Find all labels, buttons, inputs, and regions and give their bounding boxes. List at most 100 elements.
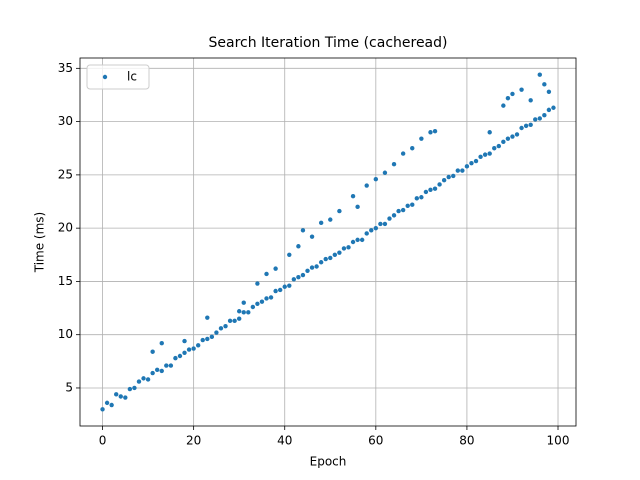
point: [177, 353, 183, 359]
point: [309, 234, 315, 239]
point: [195, 343, 201, 348]
point: [300, 228, 306, 233]
point: [382, 170, 388, 175]
point: [318, 220, 324, 226]
point: [387, 216, 392, 221]
point: [451, 173, 456, 179]
point: [164, 363, 169, 368]
y-tick-label: 15: [58, 274, 73, 288]
point: [396, 208, 401, 214]
legend-marker: [102, 74, 108, 80]
point: [441, 178, 447, 183]
y-tick-label: 20: [58, 221, 73, 235]
point: [478, 154, 483, 159]
point: [496, 143, 501, 149]
x-tick-label: 60: [368, 434, 383, 448]
point: [328, 255, 333, 261]
point: [419, 136, 424, 141]
point: [546, 107, 552, 113]
y-tick-label: 30: [58, 114, 73, 128]
point: [464, 164, 470, 169]
point: [519, 125, 524, 131]
point: [537, 116, 542, 121]
point: [428, 130, 433, 135]
point: [551, 105, 556, 110]
point: [241, 310, 246, 315]
point: [109, 402, 114, 408]
point: [264, 271, 269, 277]
point: [182, 338, 187, 344]
point: [173, 355, 178, 361]
point: [287, 252, 292, 257]
point: [350, 239, 356, 245]
point: [150, 370, 155, 376]
point: [514, 132, 520, 137]
point: [241, 300, 246, 305]
point: [328, 217, 333, 222]
point: [523, 123, 529, 129]
point: [309, 265, 315, 270]
point: [227, 318, 233, 324]
point: [437, 182, 442, 187]
point: [104, 400, 110, 406]
y-tick-label: 25: [58, 167, 73, 181]
point: [405, 203, 410, 208]
point: [141, 376, 146, 381]
point: [528, 122, 533, 128]
y-tick-label: 35: [58, 61, 73, 75]
chart-title: Search Iteration Time (cacheread): [208, 35, 447, 51]
point: [432, 128, 438, 134]
point: [419, 195, 424, 200]
point: [218, 326, 224, 331]
point: [273, 266, 278, 271]
point: [100, 407, 105, 412]
point: [255, 301, 260, 306]
point: [355, 204, 360, 210]
y-axis-label: Time (ms): [33, 212, 47, 274]
point: [446, 174, 451, 180]
y-tick-label: 10: [58, 327, 73, 341]
plot-frame: [79, 57, 577, 427]
point: [337, 208, 342, 214]
x-tick-label: 0: [99, 434, 107, 448]
point: [510, 134, 515, 139]
point: [373, 225, 379, 231]
point: [150, 349, 155, 354]
point: [118, 394, 123, 399]
x-tick-label: 80: [459, 434, 474, 448]
point: [287, 283, 292, 288]
point: [460, 168, 465, 173]
point: [519, 87, 524, 92]
point: [391, 213, 397, 218]
point: [432, 186, 438, 191]
point: [542, 82, 547, 87]
point: [528, 98, 533, 103]
point: [205, 315, 210, 320]
point: [246, 310, 251, 315]
point: [209, 334, 215, 340]
point: [369, 228, 374, 233]
point: [136, 379, 142, 384]
point: [537, 72, 542, 77]
point: [314, 264, 319, 269]
point: [159, 368, 164, 374]
point: [487, 151, 492, 156]
point: [501, 139, 506, 145]
point: [268, 295, 274, 300]
legend-label: lc: [127, 70, 137, 84]
point: [414, 196, 420, 201]
point: [355, 237, 360, 243]
point: [232, 318, 237, 324]
point: [410, 202, 415, 207]
point: [236, 316, 242, 321]
point: [473, 158, 479, 164]
point: [214, 330, 219, 335]
point: [337, 250, 342, 255]
point: [382, 221, 388, 227]
point: [250, 304, 256, 310]
point: [155, 367, 160, 373]
x-tick-label: 20: [186, 434, 201, 448]
point: [482, 152, 488, 157]
point: [469, 160, 474, 166]
point: [223, 323, 228, 329]
